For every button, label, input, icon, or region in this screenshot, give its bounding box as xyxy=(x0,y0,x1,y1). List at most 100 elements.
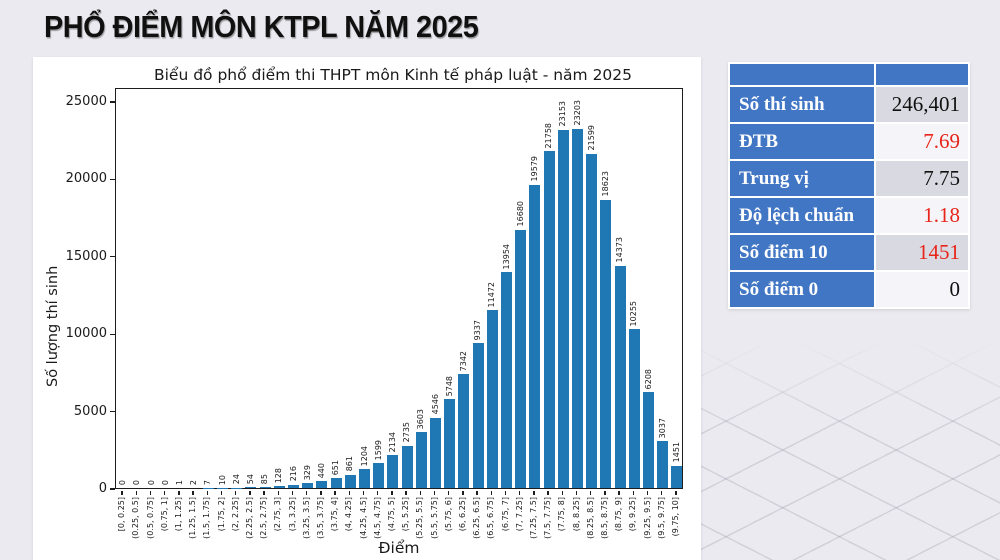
y-tick-label: 15000 xyxy=(65,248,107,264)
stats-row-value: 7.69 xyxy=(876,124,968,159)
x-tick-label: (3.5, 3.75] xyxy=(315,497,325,539)
bar-value-label: 651 xyxy=(331,459,341,475)
bar xyxy=(373,463,385,488)
bar-value-label: 4546 xyxy=(430,394,440,415)
bar xyxy=(472,343,484,488)
y-tick-label: 0 xyxy=(98,481,107,496)
bar-value-label: 21758 xyxy=(544,122,554,149)
bar-value-label: 23153 xyxy=(558,101,568,127)
y-tick-mark xyxy=(110,101,115,103)
x-tick-label: (7.25, 7.5] xyxy=(528,497,538,539)
x-tick-mark xyxy=(504,490,507,495)
y-tick-label: 20000 xyxy=(65,171,107,187)
x-tick-label: (8.5, 8.75] xyxy=(599,497,609,539)
x-tick-mark xyxy=(590,490,592,495)
x-tick-label: (0.5, 0.75] xyxy=(145,497,155,539)
bar-value-label: 23203 xyxy=(572,100,582,126)
x-tick-mark xyxy=(604,490,606,495)
stats-row-label: ĐTB xyxy=(730,124,874,159)
bar-value-label: 85 xyxy=(260,473,270,484)
x-tick-label: (6.25, 6.5] xyxy=(472,497,482,539)
bar-value-label: 10255 xyxy=(629,300,639,327)
y-tick-mark xyxy=(110,256,115,258)
bar-value-label: 0 xyxy=(146,479,156,485)
chart-title: Biểu đồ phổ điểm thi THPT môn Kinh tế ph… xyxy=(153,66,633,84)
x-tick-mark xyxy=(391,490,393,495)
x-tick-label: (8.75, 9] xyxy=(614,497,624,532)
bar xyxy=(330,477,342,488)
bar xyxy=(245,487,257,488)
chart-panel: Biểu đồ phổ điểm thi THPT môn Kinh tế ph… xyxy=(33,57,701,560)
x-tick-label: (2.25, 2.5] xyxy=(244,497,254,539)
x-tick-mark xyxy=(490,490,492,495)
x-tick-mark xyxy=(121,490,123,495)
x-tick-label: (5, 5.25] xyxy=(401,497,411,532)
x-tick-label: (7.5, 7.75] xyxy=(543,497,553,539)
bar-value-label: 2 xyxy=(189,479,199,485)
stats-row-value: 246,401 xyxy=(876,87,968,122)
bar xyxy=(486,310,498,488)
bar-value-label: 1451 xyxy=(671,442,681,463)
bar xyxy=(600,199,612,488)
x-tick-mark xyxy=(377,490,379,495)
stats-row-label: Số điểm 0 xyxy=(730,272,874,307)
x-tick-label: (2, 2.25] xyxy=(230,497,240,532)
x-tick-mark xyxy=(206,490,208,495)
bar xyxy=(358,469,371,488)
bar-value-label: 54 xyxy=(245,473,255,485)
x-tick-label: (0.75, 1] xyxy=(159,497,169,532)
bar-value-label: 440 xyxy=(316,462,326,479)
x-tick-mark xyxy=(476,490,478,495)
bar-value-label: 14373 xyxy=(615,237,625,263)
x-tick-mark xyxy=(235,490,237,495)
bar xyxy=(344,474,356,488)
bar-value-label: 1204 xyxy=(359,446,369,467)
x-tick-mark xyxy=(306,490,308,495)
stats-row-value: 1451 xyxy=(876,235,968,270)
bar xyxy=(273,486,285,488)
y-tick-mark xyxy=(110,178,115,181)
bar-value-label: 9337 xyxy=(473,320,483,341)
stats-row-value: 1.18 xyxy=(876,198,968,233)
bar xyxy=(458,374,470,488)
x-tick-mark xyxy=(405,490,407,495)
bar-value-label: 0 xyxy=(132,479,142,485)
bar-value-label: 2134 xyxy=(387,431,397,452)
bar-value-label: 5748 xyxy=(444,375,454,397)
x-tick-label: (9.75, 10] xyxy=(670,497,680,537)
bar xyxy=(642,391,655,488)
x-tick-label: (8.25, 8.5] xyxy=(585,497,595,539)
bar xyxy=(401,445,413,488)
x-tick-mark xyxy=(547,490,549,495)
x-tick-label: (4.75, 5] xyxy=(386,497,396,532)
x-tick-label: (1.75, 2] xyxy=(216,497,226,532)
x-tick-mark xyxy=(661,490,663,495)
x-tick-label: (7, 7.25] xyxy=(514,497,524,532)
plot-area: 0 0 0 0 1 2 7 10 24 54 85 128 216 329 440 651 861 1204 159… xyxy=(115,88,683,489)
stats-header-cell xyxy=(730,64,874,85)
x-tick-mark xyxy=(135,490,137,495)
bar-value-label: 2735 xyxy=(402,422,412,443)
bar xyxy=(557,129,569,488)
bar-value-label: 7 xyxy=(203,479,213,485)
bar xyxy=(415,432,427,488)
bar-value-label: 1599 xyxy=(373,439,383,461)
x-tick-mark xyxy=(632,490,634,495)
x-tick-mark xyxy=(533,490,535,495)
x-tick-mark xyxy=(249,490,251,495)
x-tick-mark xyxy=(220,490,223,495)
bar-value-label: 3037 xyxy=(657,417,667,438)
x-tick-label: (0.25, 0.5] xyxy=(131,497,141,539)
x-tick-mark xyxy=(291,490,294,495)
stats-table: Số thí sinh 246,401 ĐTB 7.69 Trung vị 7.75 Độ … xyxy=(728,62,970,309)
x-tick-label: (4.25, 4.5] xyxy=(358,497,368,539)
x-tick-label: [0, 0.25] xyxy=(117,497,127,532)
bar-value-label: 0 xyxy=(118,479,128,485)
x-tick-mark xyxy=(334,490,336,495)
bar xyxy=(586,153,598,488)
stats-row-label: Trung vị xyxy=(730,161,874,196)
x-tick-label: (1, 1.25] xyxy=(173,497,183,532)
x-tick-mark xyxy=(646,490,649,495)
bar-value-label: 21599 xyxy=(586,125,596,151)
x-tick-label: (2.75, 3] xyxy=(273,497,283,532)
